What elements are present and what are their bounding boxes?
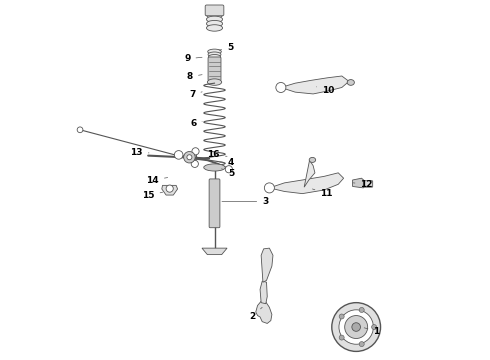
FancyBboxPatch shape <box>205 5 224 16</box>
Circle shape <box>184 152 195 163</box>
Circle shape <box>352 323 361 331</box>
Text: 4: 4 <box>220 158 234 167</box>
Text: 11: 11 <box>313 189 333 198</box>
Text: 1: 1 <box>364 327 380 336</box>
Text: 5: 5 <box>221 169 234 178</box>
Circle shape <box>166 185 173 192</box>
Circle shape <box>339 314 344 319</box>
Circle shape <box>191 160 198 167</box>
Circle shape <box>344 316 368 338</box>
Ellipse shape <box>208 54 220 59</box>
Polygon shape <box>270 173 343 194</box>
Ellipse shape <box>206 16 222 23</box>
Text: 15: 15 <box>142 191 163 200</box>
Text: 8: 8 <box>187 72 202 81</box>
Text: 7: 7 <box>189 90 202 99</box>
Circle shape <box>187 155 192 160</box>
Text: 12: 12 <box>353 180 373 189</box>
Circle shape <box>371 324 377 329</box>
Circle shape <box>339 310 373 344</box>
FancyBboxPatch shape <box>364 181 373 187</box>
Circle shape <box>77 127 83 133</box>
Ellipse shape <box>208 52 221 57</box>
Polygon shape <box>256 301 272 323</box>
Text: 14: 14 <box>147 176 168 185</box>
Ellipse shape <box>206 25 222 31</box>
Ellipse shape <box>208 49 221 54</box>
Circle shape <box>359 342 364 347</box>
Text: 16: 16 <box>207 150 227 159</box>
Circle shape <box>359 307 364 312</box>
Circle shape <box>174 150 183 159</box>
FancyBboxPatch shape <box>209 179 220 228</box>
Text: 10: 10 <box>317 86 335 95</box>
Text: 3: 3 <box>222 197 269 206</box>
Ellipse shape <box>206 12 222 18</box>
Polygon shape <box>304 160 315 187</box>
Polygon shape <box>281 76 349 94</box>
Ellipse shape <box>206 21 222 27</box>
Polygon shape <box>261 248 273 282</box>
Ellipse shape <box>309 157 316 162</box>
Circle shape <box>192 148 199 155</box>
Circle shape <box>188 156 194 162</box>
Text: 5: 5 <box>219 43 233 52</box>
Circle shape <box>265 183 274 193</box>
Circle shape <box>225 166 232 173</box>
Circle shape <box>339 335 344 340</box>
Polygon shape <box>260 281 267 304</box>
Text: 13: 13 <box>130 148 149 157</box>
Circle shape <box>276 82 286 93</box>
Text: 2: 2 <box>249 307 262 321</box>
Polygon shape <box>202 248 227 255</box>
Polygon shape <box>353 178 367 188</box>
Circle shape <box>332 303 381 351</box>
Ellipse shape <box>347 80 354 85</box>
Polygon shape <box>162 185 177 195</box>
Text: 6: 6 <box>190 119 202 128</box>
FancyBboxPatch shape <box>208 57 221 81</box>
Text: 9: 9 <box>184 54 202 63</box>
Ellipse shape <box>207 79 221 85</box>
Ellipse shape <box>204 164 225 171</box>
